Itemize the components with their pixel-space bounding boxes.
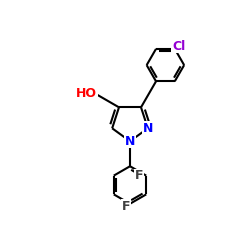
Text: F: F	[122, 200, 130, 213]
Text: F: F	[135, 169, 143, 182]
Text: N: N	[143, 122, 153, 135]
Text: N: N	[125, 135, 135, 148]
Text: Cl: Cl	[172, 40, 185, 53]
Text: HO: HO	[76, 87, 97, 100]
